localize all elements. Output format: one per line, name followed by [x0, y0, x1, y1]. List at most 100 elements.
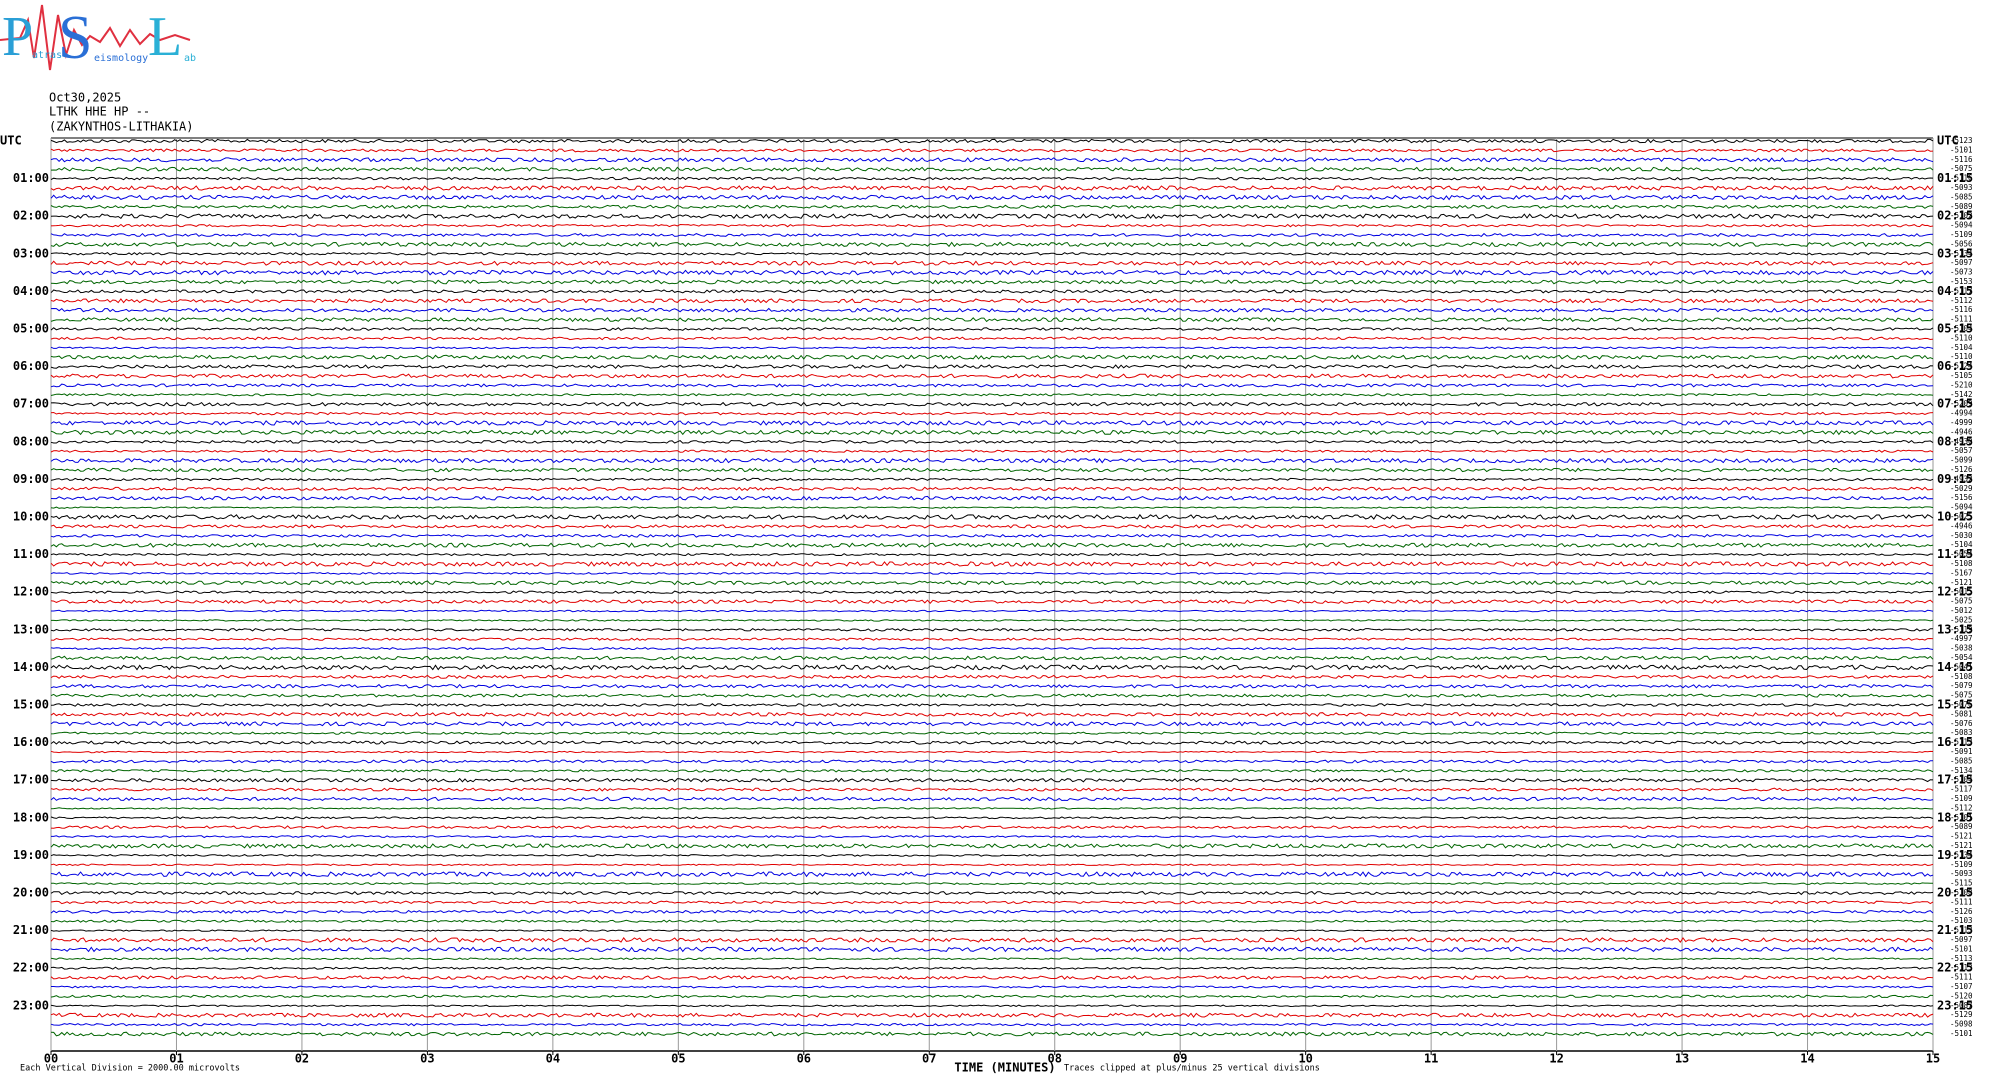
hour-label: 13:15: [1937, 622, 1973, 636]
trace: [50, 524, 1934, 529]
trace: [50, 513, 1934, 520]
hour-label: 18:00: [13, 810, 49, 824]
hour-label: 19:00: [13, 848, 49, 862]
trace: [50, 298, 1934, 304]
trace-label: -5108: [1950, 559, 1973, 568]
trace-label: -5115: [1950, 879, 1973, 888]
x-tick-label: 10: [1298, 1052, 1312, 1066]
hour-label: 07:00: [13, 397, 49, 411]
trace: [50, 721, 1934, 727]
trace-label: -5029: [1950, 484, 1973, 493]
trace-label: -5015: [1950, 587, 1973, 596]
trace-label: -5102: [1950, 211, 1973, 220]
trace: [51, 835, 1934, 839]
hour-label: 20:00: [13, 886, 49, 900]
trace: [50, 467, 1934, 473]
trace: [50, 816, 1934, 820]
hour-label: 13:00: [13, 622, 49, 636]
trace: [50, 664, 1934, 671]
trace: [50, 674, 1934, 679]
trace: [50, 1012, 1934, 1018]
trace: [50, 627, 1933, 632]
trace: [50, 176, 1934, 181]
hour-label: 02:15: [1937, 209, 1973, 223]
trace: [50, 232, 1934, 238]
x-tick-label: 06: [797, 1052, 811, 1066]
trace: [50, 637, 1934, 641]
trace: [50, 439, 1934, 444]
trace: [50, 269, 1934, 276]
trace-label: -5085: [1950, 756, 1973, 765]
trace: [50, 364, 1934, 370]
trace-label: -5210: [1950, 380, 1973, 389]
trace-label: -5121: [1950, 832, 1973, 841]
trace: [50, 703, 1934, 707]
trace-label: -5105: [1950, 371, 1973, 380]
trace-label: -5116: [1950, 155, 1973, 164]
trace-label: -5116: [1950, 174, 1973, 183]
trace: [50, 825, 1934, 830]
trace: [50, 552, 1934, 557]
hour-label: 12:15: [1937, 585, 1973, 599]
hour-label: 18:15: [1937, 810, 1973, 824]
trace: [50, 711, 1934, 717]
trace: [50, 223, 1934, 228]
station: LTHK HHE HP --: [49, 105, 150, 119]
trace-label: -5104: [1950, 775, 1973, 784]
trace-label: -5076: [1950, 719, 1973, 728]
trace: [50, 354, 1934, 360]
trace-label: -5107: [1950, 982, 1973, 991]
trace-label: -5101: [1950, 944, 1973, 953]
hour-label: 21:00: [13, 923, 49, 937]
trace-label: -5097: [1950, 935, 1973, 944]
trace: [50, 506, 1934, 509]
traces: [50, 138, 1934, 1037]
trace: [50, 777, 1934, 783]
trace-label: -5101: [1950, 813, 1973, 822]
trace: [50, 429, 1934, 436]
hour-label: 11:00: [13, 547, 49, 561]
trace-label: -5093: [1950, 869, 1973, 878]
trace: [50, 1031, 1934, 1037]
trace: [50, 787, 1934, 792]
trace: [50, 383, 1934, 388]
hour-label: 14:15: [1937, 660, 1973, 674]
trace: [50, 646, 1934, 651]
trace: [50, 401, 1934, 407]
trace-label: -5054: [1950, 550, 1973, 559]
trace-label: -5097: [1950, 258, 1973, 267]
trace-label: -5209: [1950, 399, 1973, 408]
trace-label: -5111: [1950, 315, 1973, 324]
trace-label: -5089: [1950, 822, 1973, 831]
x-tick-label: 13: [1675, 1052, 1689, 1066]
trace: [50, 759, 1933, 764]
trace: [50, 194, 1934, 201]
trace: [50, 929, 1934, 932]
hour-label: 21:15: [1937, 923, 1973, 937]
hour-label: 10:00: [13, 510, 49, 524]
trace: [50, 495, 1934, 501]
x-tick-label: 00: [44, 1052, 58, 1066]
trace: [50, 740, 1934, 745]
x-tick-label: 14: [1800, 1052, 1814, 1066]
hour-label: 04:00: [13, 284, 49, 298]
trace-label: -5129: [1950, 1010, 1973, 1019]
location: (ZAKYNTHOS-LITHAKIA): [49, 120, 194, 134]
logo-word: eismology: [94, 53, 148, 64]
trace: [51, 619, 1934, 622]
trace-label: -5103: [1950, 916, 1973, 925]
x-tick-label: 05: [671, 1052, 685, 1066]
trace-label: -5111: [1950, 973, 1973, 982]
trace: [50, 890, 1934, 896]
logo: P S L atras eismology ab: [0, 4, 196, 72]
trace: [50, 327, 1934, 331]
trace: [50, 213, 1934, 219]
trace-label: -5076: [1950, 700, 1973, 709]
trace-label: -5081: [1950, 709, 1973, 718]
hour-label: 16:00: [13, 735, 49, 749]
hour-label: 01:00: [13, 171, 49, 185]
trace-label: -5113: [1950, 738, 1973, 747]
hour-label: 22:00: [13, 961, 49, 975]
trace: [50, 871, 1934, 878]
